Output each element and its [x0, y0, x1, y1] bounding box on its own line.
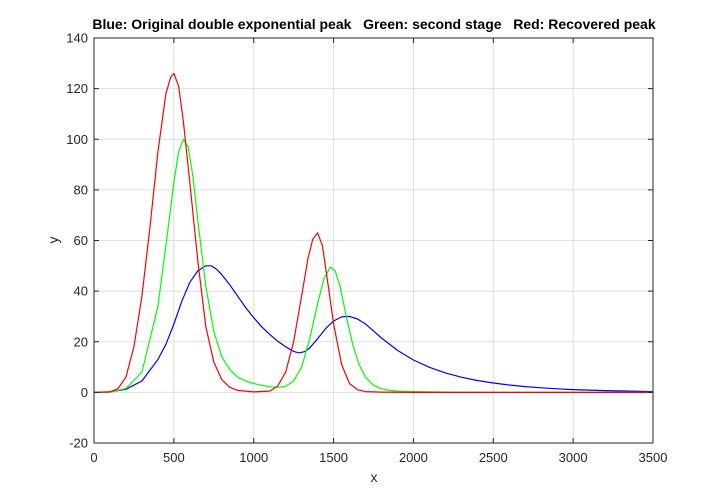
x-tick-label: 2500: [479, 450, 508, 465]
x-tick-label: 3000: [559, 450, 588, 465]
chart-title: Blue: Original double exponential peak G…: [92, 16, 655, 32]
x-axis-ticks: 0 500 1000 1500 2000 2500 3000 3500: [90, 38, 667, 465]
y-tick-label: 40: [74, 284, 88, 299]
y-axis-label: y: [45, 237, 61, 244]
y-tick-label: 140: [66, 31, 88, 46]
series-line-1: [93, 265, 654, 393]
y-axis-ticks: -20 0 20 40 60 80 100 120 140: [66, 31, 653, 451]
y-tick-label: 0: [81, 385, 88, 400]
x-tick-label: 1500: [319, 450, 348, 465]
x-tick-label: 2000: [399, 450, 428, 465]
x-axis-label: x: [371, 469, 378, 485]
y-tick-label: 80: [74, 182, 88, 197]
y-tick-label: 100: [66, 132, 88, 147]
x-tick-label: 500: [163, 450, 185, 465]
curves: [93, 72, 654, 393]
y-tick-label: 20: [74, 334, 88, 349]
y-tick-label: 120: [66, 81, 88, 96]
x-tick-label: 0: [90, 450, 97, 465]
series-line-3: [93, 72, 654, 393]
x-tick-label: 1000: [239, 450, 268, 465]
y-tick-label: -20: [69, 436, 88, 451]
x-tick-label: 3500: [639, 450, 668, 465]
y-tick-label: 60: [74, 233, 88, 248]
series-line-2: [93, 138, 654, 393]
